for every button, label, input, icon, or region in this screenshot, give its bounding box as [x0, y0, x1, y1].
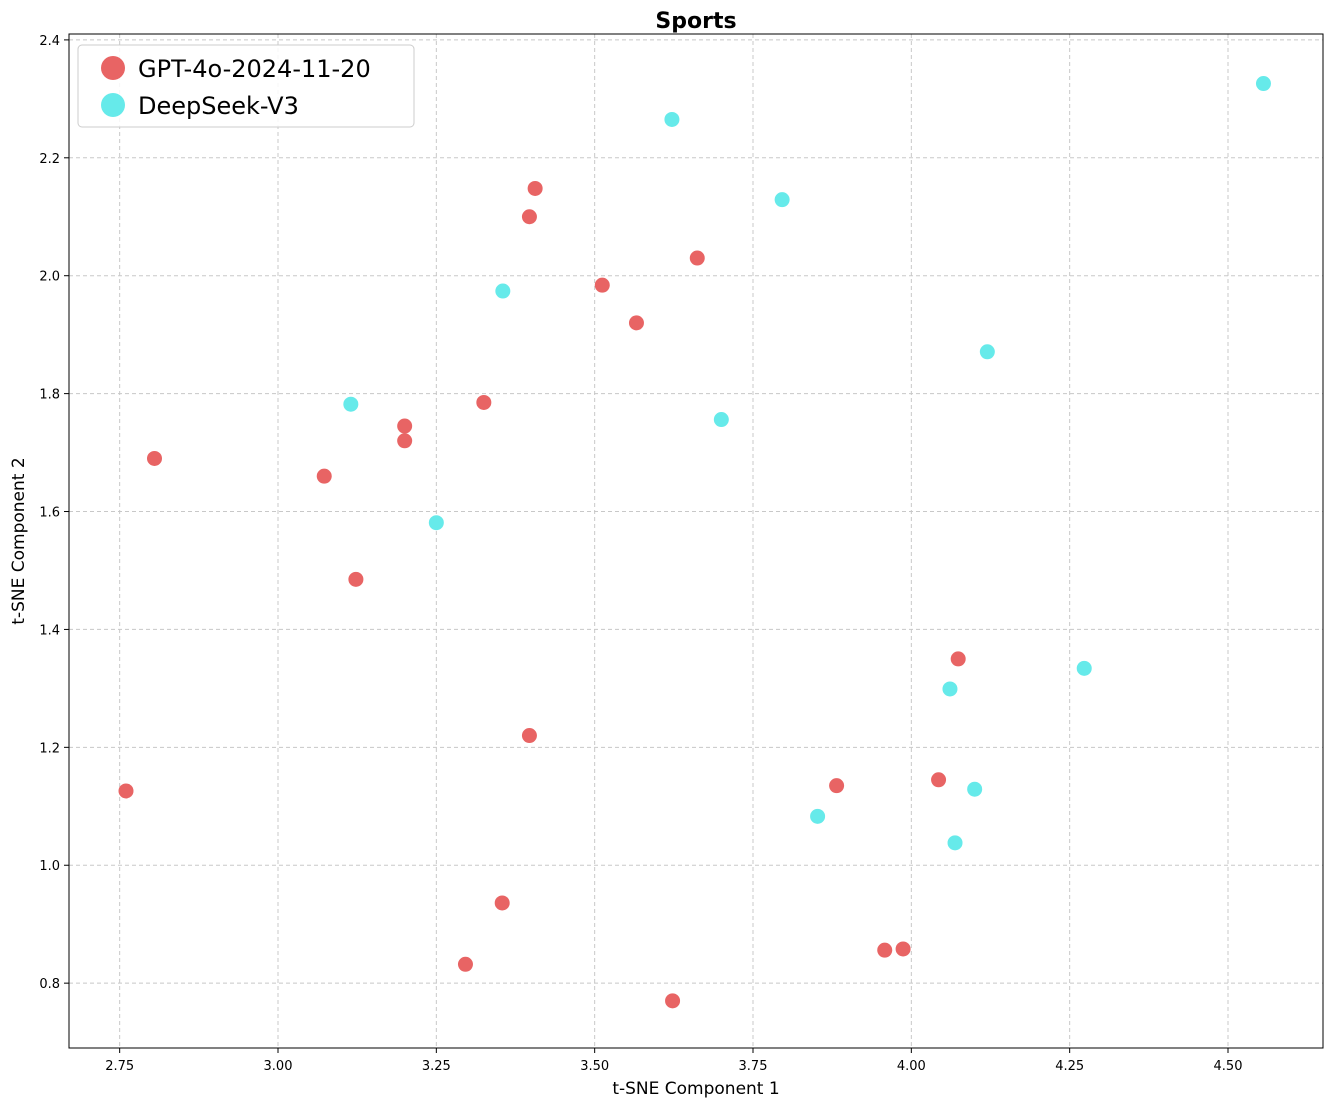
- data-point-deepseek: [713, 412, 729, 428]
- data-point-gpt: [397, 433, 413, 449]
- legend-marker-gpt: [101, 56, 125, 80]
- data-point-gpt: [457, 956, 473, 972]
- y-tick-label: 1.2: [39, 741, 60, 756]
- x-tick-label: 4.25: [1055, 1059, 1084, 1074]
- data-point-gpt: [118, 783, 134, 799]
- data-point-deepseek: [979, 344, 995, 360]
- data-point-gpt: [316, 468, 332, 484]
- data-point-gpt: [594, 277, 610, 293]
- data-point-gpt: [147, 450, 162, 466]
- x-tick-label: 3.75: [739, 1059, 768, 1074]
- y-tick-label: 1.0: [39, 859, 60, 874]
- data-point-gpt: [521, 209, 537, 225]
- data-point-gpt: [877, 942, 893, 958]
- data-point-deepseek: [428, 515, 444, 531]
- data-points: [118, 76, 1271, 1009]
- data-point-gpt: [494, 895, 510, 911]
- data-point-deepseek: [810, 808, 826, 824]
- data-point-gpt: [476, 394, 492, 410]
- axis-ticks: 2.75 3.00 3.25 3.50 3.75 4.00 4.25 4.50 0.8 1.0 1.…: [39, 34, 1242, 1074]
- data-point-deepseek: [495, 283, 511, 299]
- data-point-deepseek: [967, 781, 983, 797]
- chart-title: Sports: [655, 9, 736, 34]
- x-tick-label: 3.00: [264, 1059, 293, 1074]
- x-tick-label: 4.00: [897, 1059, 926, 1074]
- x-tick-label: 3.25: [422, 1059, 451, 1074]
- x-tick-label: 2.75: [105, 1059, 134, 1074]
- plot-area: [68, 33, 1324, 1049]
- y-tick-label: 1.8: [39, 388, 60, 403]
- data-point-deepseek: [947, 835, 963, 851]
- legend-label-deepseek: DeepSeek-V3: [138, 92, 299, 120]
- data-point-gpt: [950, 651, 966, 667]
- y-tick-label: 2.2: [39, 152, 60, 167]
- y-tick-label: 1.4: [39, 623, 60, 638]
- legend-marker-deepseek: [101, 93, 125, 117]
- data-point-gpt: [628, 315, 644, 331]
- data-point-gpt: [829, 778, 845, 794]
- data-point-gpt: [527, 180, 543, 196]
- data-point-deepseek: [774, 192, 790, 208]
- data-point-deepseek: [942, 681, 958, 697]
- y-tick-label: 2.0: [39, 270, 60, 285]
- data-point-gpt: [665, 993, 681, 1009]
- data-point-gpt: [689, 250, 705, 266]
- x-tick-label: 3.50: [580, 1059, 609, 1074]
- data-point-gpt: [348, 571, 364, 587]
- data-point-deepseek: [1076, 660, 1092, 676]
- grid-lines: [69, 34, 1323, 1048]
- data-point-gpt: [397, 418, 413, 434]
- x-axis-label: t-SNE Component 1: [612, 1079, 779, 1099]
- legend-box: [77, 44, 415, 128]
- data-point-gpt: [895, 941, 911, 957]
- data-point-gpt: [521, 728, 537, 744]
- y-tick-label: 0.8: [39, 977, 60, 992]
- data-point-deepseek: [664, 111, 680, 127]
- y-tick-label: 1.6: [39, 506, 60, 521]
- y-axis-label: t-SNE Component 2: [9, 457, 29, 624]
- legend-label-gpt: GPT-4o-2024-11-20: [138, 55, 371, 83]
- data-point-deepseek: [343, 396, 359, 412]
- data-point-gpt: [931, 772, 947, 788]
- legend: GPT-4o-2024-11-20 DeepSeek-V3: [77, 44, 415, 128]
- x-tick-label: 4.50: [1214, 1059, 1243, 1074]
- data-point-deepseek: [1255, 76, 1271, 92]
- y-tick-label: 2.4: [39, 34, 60, 49]
